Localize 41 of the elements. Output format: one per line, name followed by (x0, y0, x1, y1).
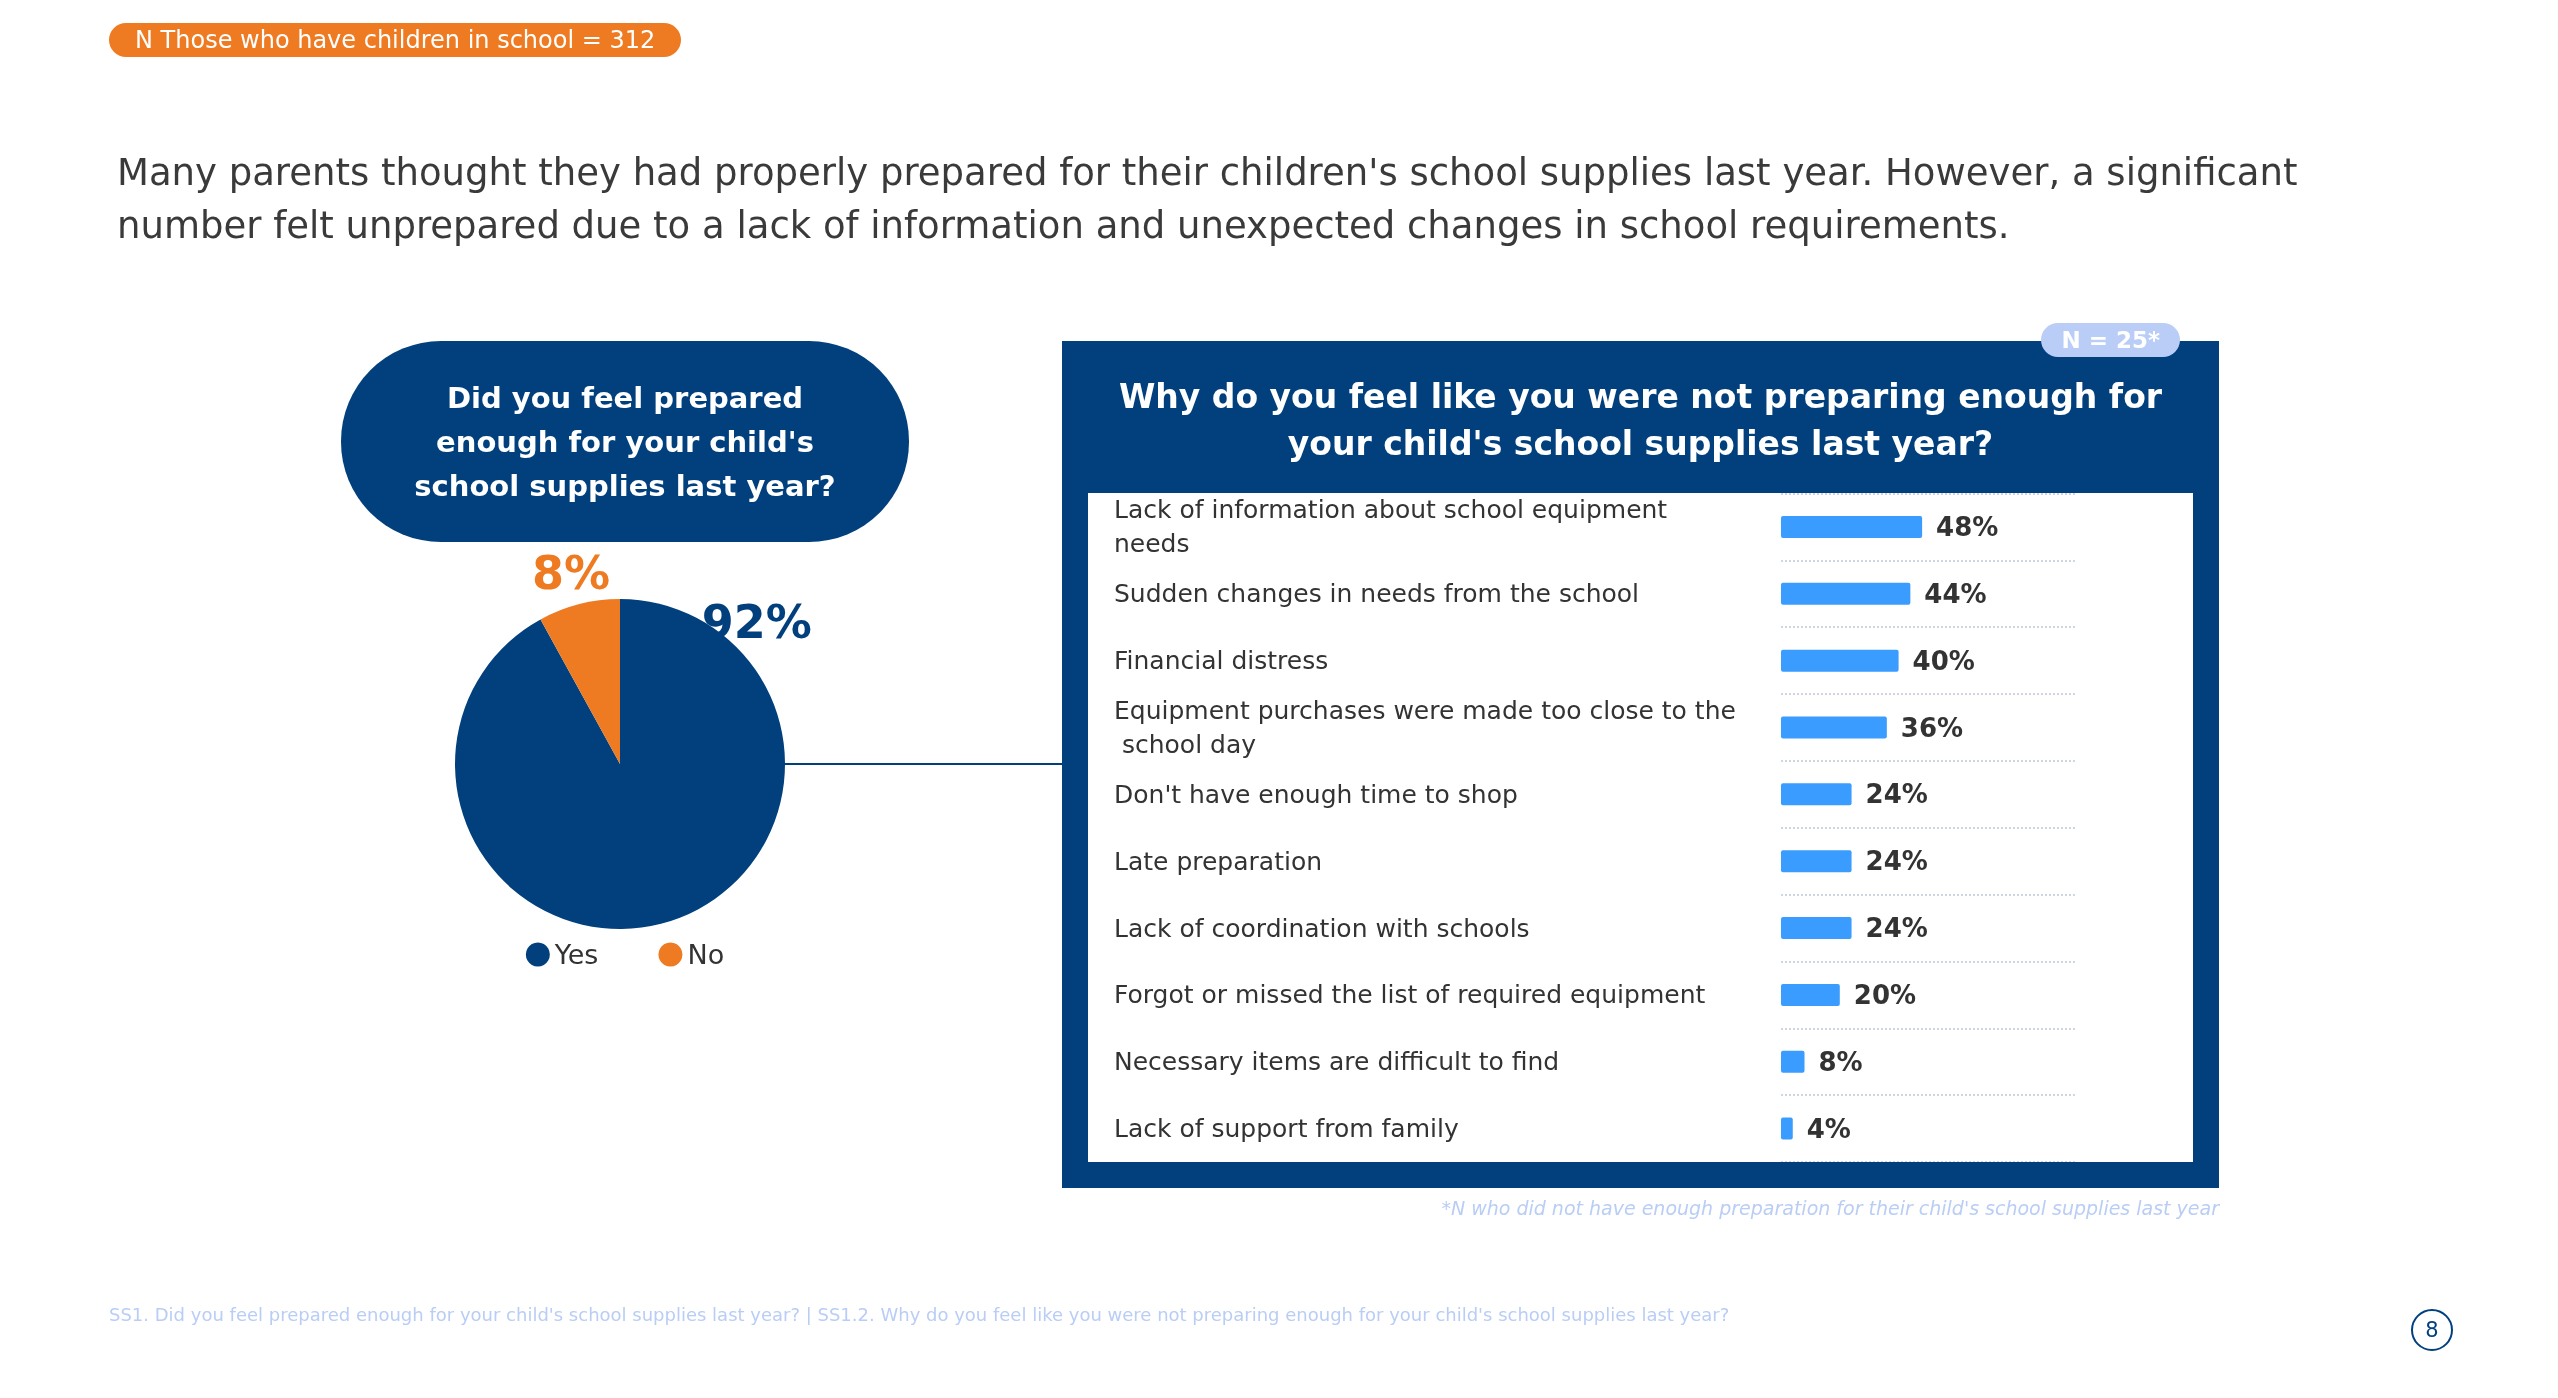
data-label: 36% (1900, 712, 1964, 743)
text: 8 (2411, 1309, 2453, 1351)
y-tick-label: Don't have enough time to shop (1114, 779, 1518, 809)
y-tick-label: Lack of information about school equipment needs (1114, 495, 1676, 559)
y-tick-label: Lack of coordination with schools (1114, 913, 1530, 943)
legend-label: No (687, 939, 725, 970)
text: N = 25* (2041, 323, 2180, 357)
bar (1781, 515, 1923, 538)
data-label: 24% (1865, 779, 1928, 810)
y-tick-label: Lack of support from family (1114, 1114, 1459, 1144)
data-label: 20% (1853, 979, 1917, 1010)
bar (1781, 983, 1840, 1006)
data-label: 40% (1912, 645, 1975, 676)
data-label: 24% (1865, 846, 1928, 877)
chart-title: Did you feel prepared enough for your child's school supplies last year? (413, 379, 837, 505)
data-label: 8% (531, 546, 611, 601)
y-tick-label: Financial distress (1114, 646, 1329, 676)
y-tick-label: Equipment purchases were made too close to the school day (1114, 696, 1736, 760)
bar (1781, 783, 1852, 806)
data-label: 48% (1936, 511, 1999, 542)
bar (1781, 1050, 1805, 1073)
bar (1781, 716, 1887, 739)
y-tick-label: Late preparation (1114, 846, 1323, 876)
y-tick-label: Necessary items are difficult to find (1114, 1047, 1560, 1077)
bar (1781, 1117, 1793, 1140)
data-label: 4% (1806, 1113, 1851, 1144)
data-label: 44% (1924, 578, 1987, 609)
bar (1781, 649, 1899, 672)
bar (1781, 582, 1911, 605)
bar (1781, 850, 1852, 873)
text: N Those who have children in school = 312 (109, 23, 682, 57)
y-tick-label: Sudden changes in needs from the school (1114, 579, 1640, 609)
text: *N who did not have enough preparation for their child's school supplies last year (1441, 1197, 2219, 1219)
data-label: 8% (1818, 1046, 1863, 1077)
legend-label: Yes (553, 939, 599, 970)
text: Many parents thought they had properly prepared for their children's school supplies last year. However, a significant number felt unprepared due to a lack of information and unexpected changes in school requirements. (117, 150, 2299, 249)
y-tick-label: Forgot or missed the list of required equipment (1114, 980, 1706, 1010)
bar (1781, 917, 1852, 940)
text: SS1. Did you feel prepared enough for your child's school supplies last year? | SS1.2. Why do you feel like you were not preparing enough for your child's school supplies last year? (109, 1304, 1730, 1325)
chart-title: Why do you feel like you were not preparing enough for your child's school supplies last year? (1117, 376, 2164, 465)
data-label: 24% (1865, 913, 1928, 944)
